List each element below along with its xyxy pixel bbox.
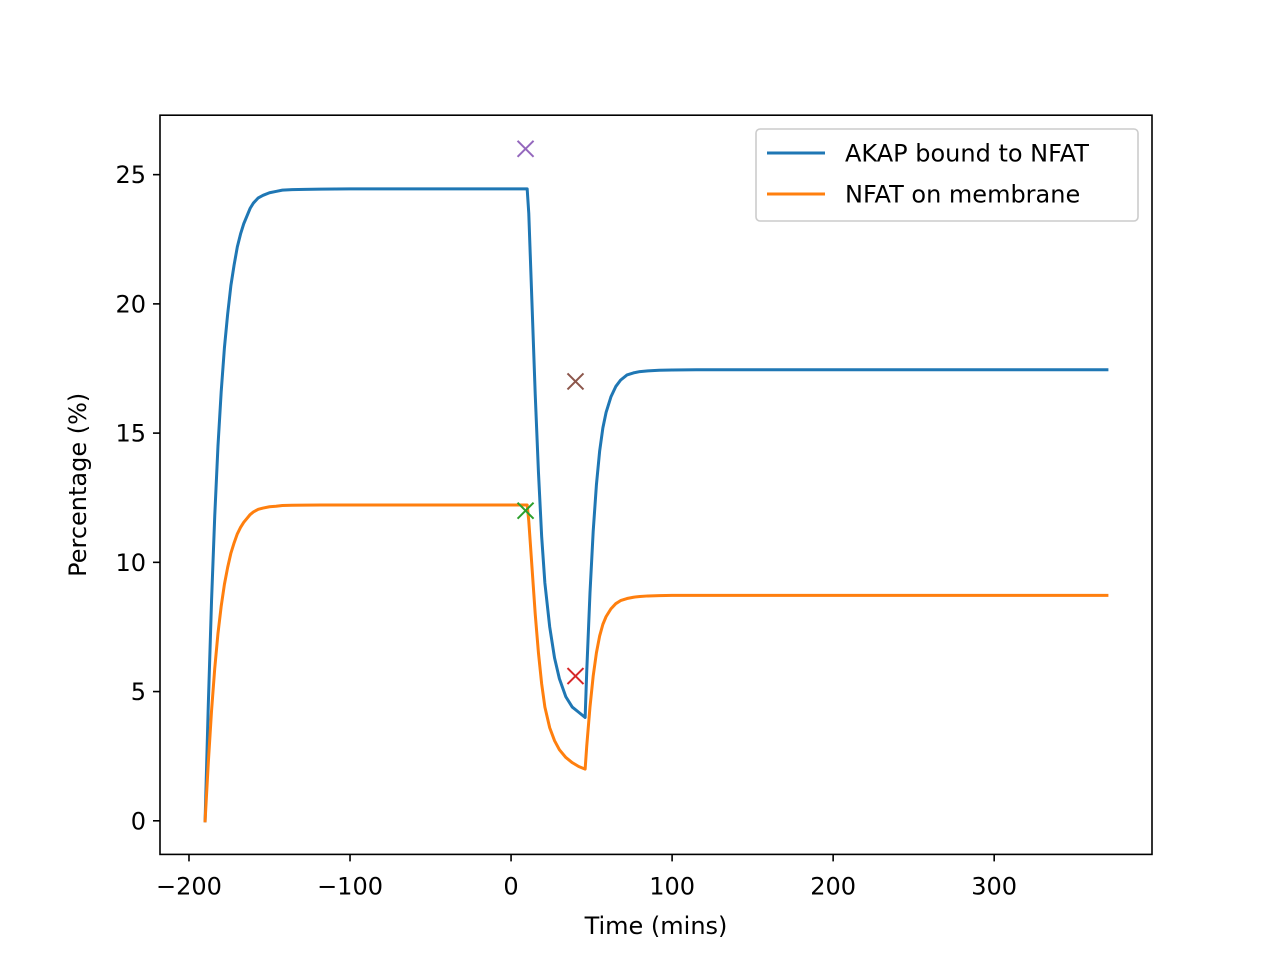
y-axis-label: Percentage (%) <box>64 393 92 577</box>
marker-x-2 <box>516 501 535 520</box>
series-line-1 <box>203 503 1109 823</box>
x-tick-label: 0 <box>503 872 518 900</box>
y-tick-label: 20 <box>115 290 146 318</box>
legend: AKAP bound to NFAT NFAT on membrane <box>755 128 1139 222</box>
legend-label-akap: AKAP bound to NFAT <box>845 140 1089 168</box>
marker-x-3 <box>566 667 585 685</box>
series-line-0 <box>203 187 1109 823</box>
y-axis: 0 5 10 15 20 25 <box>115 161 160 835</box>
marker-x-1 <box>566 372 585 391</box>
y-tick-label: 25 <box>115 161 146 189</box>
legend-box <box>755 128 1139 222</box>
x-axis: −200 −100 0 100 200 300 <box>156 854 1017 900</box>
x-tick-label: 300 <box>971 872 1017 900</box>
axes-frame <box>159 114 1153 856</box>
x-tick-label: −200 <box>156 872 222 900</box>
x-tick-label: −100 <box>317 872 383 900</box>
x-tick-label: 200 <box>810 872 856 900</box>
legend-label-nfat: NFAT on membrane <box>845 181 1080 209</box>
plot-area <box>203 140 1109 823</box>
x-axis-label: Time (mins) <box>584 912 728 940</box>
marker-x-0 <box>516 140 535 158</box>
y-tick-label: 15 <box>115 420 146 448</box>
x-tick-label: 100 <box>649 872 695 900</box>
y-tick-label: 0 <box>131 807 146 835</box>
y-tick-label: 5 <box>131 678 146 706</box>
y-tick-label: 10 <box>115 549 146 577</box>
